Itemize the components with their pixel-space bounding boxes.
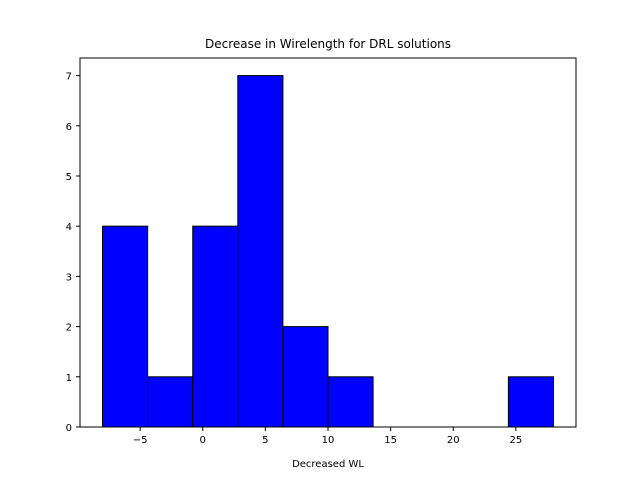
x-tick-label: −5 <box>133 435 148 446</box>
histogram-bar <box>327 376 374 428</box>
x-tick-label: 5 <box>262 435 268 446</box>
x-tick-label: 10 <box>322 435 335 446</box>
y-tick-label: 1 <box>66 373 72 384</box>
y-tick-label: 6 <box>66 122 72 133</box>
y-tick-label: 3 <box>66 272 72 283</box>
y-tick-label: 7 <box>66 72 72 83</box>
x-tick-label: 20 <box>447 435 460 446</box>
histogram-bar <box>192 225 239 428</box>
x-tick-label: 0 <box>200 435 206 446</box>
histogram-bar <box>102 225 149 428</box>
x-tick-label: 15 <box>384 435 397 446</box>
ticks-layer: −5 0 5 10 15 20 25 0 1 2 3 4 5 6 7 <box>66 72 523 446</box>
plot-frame <box>79 57 577 428</box>
y-tick-label: 4 <box>66 222 72 233</box>
histogram-bar <box>507 376 554 428</box>
y-tick-label: 0 <box>66 423 72 434</box>
histogram-bar <box>237 75 284 428</box>
chart-title: Decrease in Wirelength for DRL solutions <box>205 37 451 51</box>
histogram-bar <box>282 326 329 428</box>
y-tick-label: 2 <box>66 323 72 334</box>
x-axis-title: Decreased WL <box>292 459 364 470</box>
y-tick-label: 5 <box>66 172 72 183</box>
histogram-bar <box>147 376 194 428</box>
bars-layer <box>102 75 554 428</box>
x-tick-label: 25 <box>510 435 523 446</box>
